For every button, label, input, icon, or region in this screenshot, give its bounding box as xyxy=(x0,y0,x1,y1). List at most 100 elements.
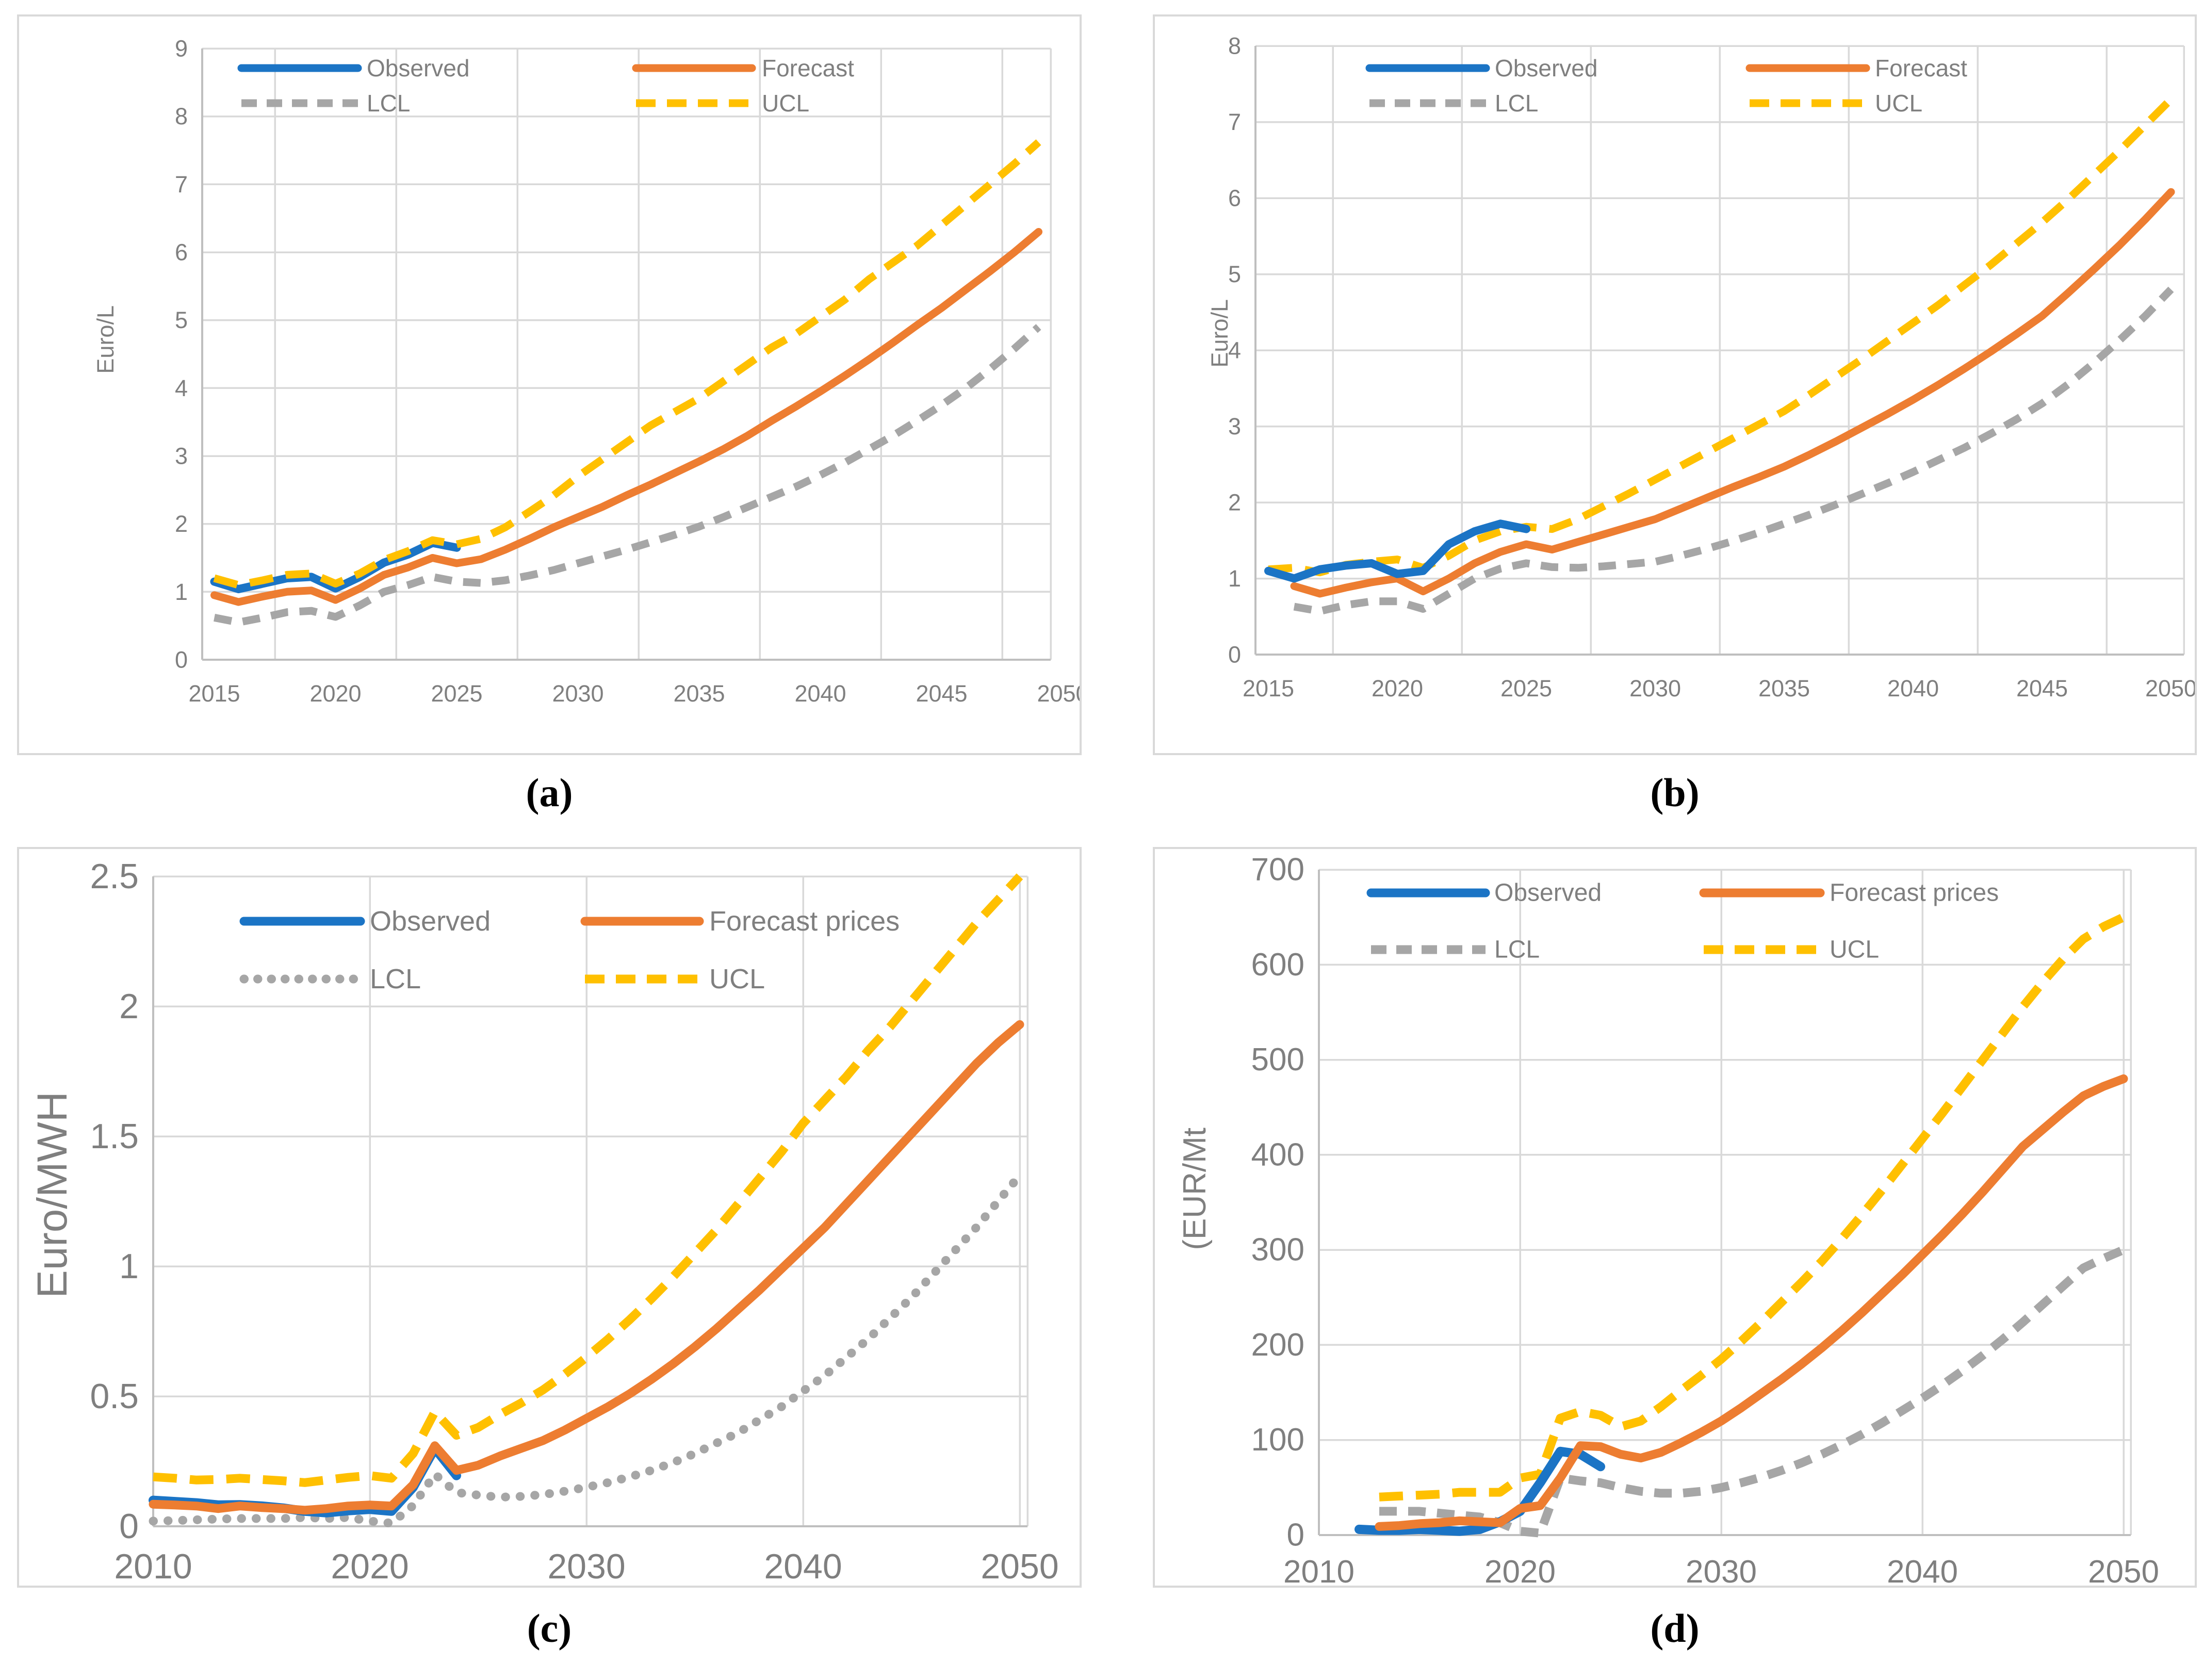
svg-text:2040: 2040 xyxy=(1887,1554,1958,1586)
legend-label-forecast: Forecast xyxy=(762,55,854,81)
legend: Observed LCL Forecast UCL xyxy=(1365,55,1967,117)
svg-text:2010: 2010 xyxy=(114,1547,192,1586)
svg-text:6: 6 xyxy=(175,239,188,266)
svg-text:6: 6 xyxy=(1228,185,1241,211)
svg-text:2035: 2035 xyxy=(1758,675,1810,702)
legend: Observed LCL Forecast prices UCL xyxy=(1366,879,1999,964)
svg-text:300: 300 xyxy=(1251,1232,1304,1268)
svg-text:5: 5 xyxy=(175,307,188,333)
svg-text:1: 1 xyxy=(119,1247,139,1286)
svg-text:2030: 2030 xyxy=(547,1547,625,1586)
legend-label-ucl: UCL xyxy=(1875,90,1922,117)
series-lcl xyxy=(1293,286,2174,615)
svg-text:600: 600 xyxy=(1251,947,1304,983)
svg-text:2: 2 xyxy=(175,511,188,537)
legend-label-observed: Observed xyxy=(367,55,469,81)
svg-text:2025: 2025 xyxy=(431,680,482,707)
axes xyxy=(1318,870,2131,1536)
svg-text:500: 500 xyxy=(1251,1042,1304,1078)
svg-text:2: 2 xyxy=(1228,490,1241,516)
legend: Observed LCL Forecast prices UCL xyxy=(239,906,900,994)
y-axis-label-c: Euro/MWH xyxy=(29,1091,76,1298)
svg-text:200: 200 xyxy=(1251,1327,1304,1363)
svg-text:2040: 2040 xyxy=(764,1547,842,1586)
svg-text:7: 7 xyxy=(175,171,188,198)
svg-text:700: 700 xyxy=(1251,852,1304,888)
y-axis-label-b: Euro/L xyxy=(1206,299,1233,368)
svg-text:2040: 2040 xyxy=(794,680,846,707)
series-ucl xyxy=(1268,96,2174,577)
svg-text:4: 4 xyxy=(1228,337,1241,364)
legend-label-ucl: UCL xyxy=(1830,936,1879,964)
y-tick-labels: 0 0.5 1 1.5 2 2.5 xyxy=(90,857,139,1546)
series-forecast xyxy=(1290,188,2175,598)
svg-text:8: 8 xyxy=(1228,33,1241,59)
svg-text:2020: 2020 xyxy=(1484,1554,1556,1586)
series-ucl xyxy=(1379,913,2126,1502)
caption-d: (d) xyxy=(1650,1606,1700,1651)
gridlines xyxy=(202,47,1052,661)
axes xyxy=(152,876,1027,1527)
panel-c: 0 0.5 1 1.5 2 2.5 2010 2020 2030 2040 2050 Observed… xyxy=(17,847,1082,1588)
svg-text:2035: 2035 xyxy=(673,680,725,707)
series-forecast-prices xyxy=(1375,1074,2128,1531)
series-lcl xyxy=(214,324,1041,627)
chart-b-canvas: 0 1 2 3 4 5 6 7 8 2015 2020 2025 2030 2035 2040 2045 205… xyxy=(1228,33,2195,702)
series-ucl xyxy=(213,139,1041,589)
legend-label-ucl: UCL xyxy=(709,964,765,994)
svg-text:2050: 2050 xyxy=(981,1547,1058,1586)
legend-label-ucl: UCL xyxy=(762,90,809,117)
series-observed xyxy=(1264,519,1530,583)
svg-text:2020: 2020 xyxy=(331,1547,409,1586)
svg-text:5: 5 xyxy=(1228,261,1241,287)
svg-text:3: 3 xyxy=(175,443,188,469)
legend-label-lcl: LCL xyxy=(367,90,410,117)
series-forecast xyxy=(210,228,1042,606)
x-tick-labels: 2010 2020 2030 2040 2050 xyxy=(1283,1554,2159,1586)
legend-label-forecast-prices: Forecast prices xyxy=(709,906,900,937)
svg-text:2050: 2050 xyxy=(2145,675,2195,702)
series-observed xyxy=(1355,1446,1605,1536)
svg-text:2020: 2020 xyxy=(309,680,361,707)
y-axis-label-d: (EUR/Mt xyxy=(1177,1128,1213,1250)
y-tick-labels: 0 1 2 3 4 5 6 7 8 xyxy=(1228,33,1241,668)
svg-text:4: 4 xyxy=(175,375,188,401)
caption-a: (a) xyxy=(526,770,573,815)
svg-text:2.5: 2.5 xyxy=(90,857,139,896)
y-tick-labels: 0 100 200 300 400 500 600 700 xyxy=(1251,852,1304,1553)
panel-a: 0 1 2 3 4 5 6 7 8 9 2015 2020 2025 2030 2035 2040 2045 20… xyxy=(17,14,1082,755)
svg-text:1: 1 xyxy=(1228,565,1241,592)
legend-label-forecast-prices: Forecast prices xyxy=(1830,879,1999,907)
legend-label-observed: Observed xyxy=(370,906,491,937)
svg-text:9: 9 xyxy=(175,36,188,62)
caption-c: (c) xyxy=(527,1606,572,1651)
svg-text:2030: 2030 xyxy=(1629,675,1681,702)
svg-text:1.5: 1.5 xyxy=(90,1117,139,1156)
svg-text:2050: 2050 xyxy=(1037,680,1080,707)
svg-text:400: 400 xyxy=(1251,1137,1304,1172)
axes xyxy=(1254,46,2184,656)
x-tick-labels: 2010 2020 2030 2040 2050 xyxy=(114,1547,1058,1586)
svg-text:3: 3 xyxy=(1228,413,1241,439)
gridlines xyxy=(1319,869,2132,1536)
svg-text:0: 0 xyxy=(1228,642,1241,668)
svg-text:2010: 2010 xyxy=(1283,1554,1355,1586)
axes xyxy=(201,48,1051,661)
legend-label-forecast: Forecast xyxy=(1875,55,1967,81)
chart-c-canvas: 0 0.5 1 1.5 2 2.5 2010 2020 2030 2040 2050 Observed… xyxy=(90,857,1058,1586)
legend-label-lcl: LCL xyxy=(1494,936,1540,964)
series-lcl xyxy=(149,1171,1024,1528)
legend: Observed LCL Forecast UCL xyxy=(237,55,854,117)
series-forecast-prices xyxy=(149,1020,1024,1515)
svg-text:0: 0 xyxy=(119,1507,139,1546)
caption-b: (b) xyxy=(1650,770,1700,815)
svg-text:0: 0 xyxy=(175,647,188,673)
svg-text:2050: 2050 xyxy=(2088,1554,2159,1586)
panel-d: 0 100 200 300 400 500 600 700 2010 2020 2030 2040 20… xyxy=(1153,847,2197,1588)
svg-text:2030: 2030 xyxy=(1686,1554,1757,1586)
svg-text:2040: 2040 xyxy=(1887,675,1939,702)
svg-text:2045: 2045 xyxy=(916,680,967,707)
series-ucl xyxy=(153,873,1023,1487)
